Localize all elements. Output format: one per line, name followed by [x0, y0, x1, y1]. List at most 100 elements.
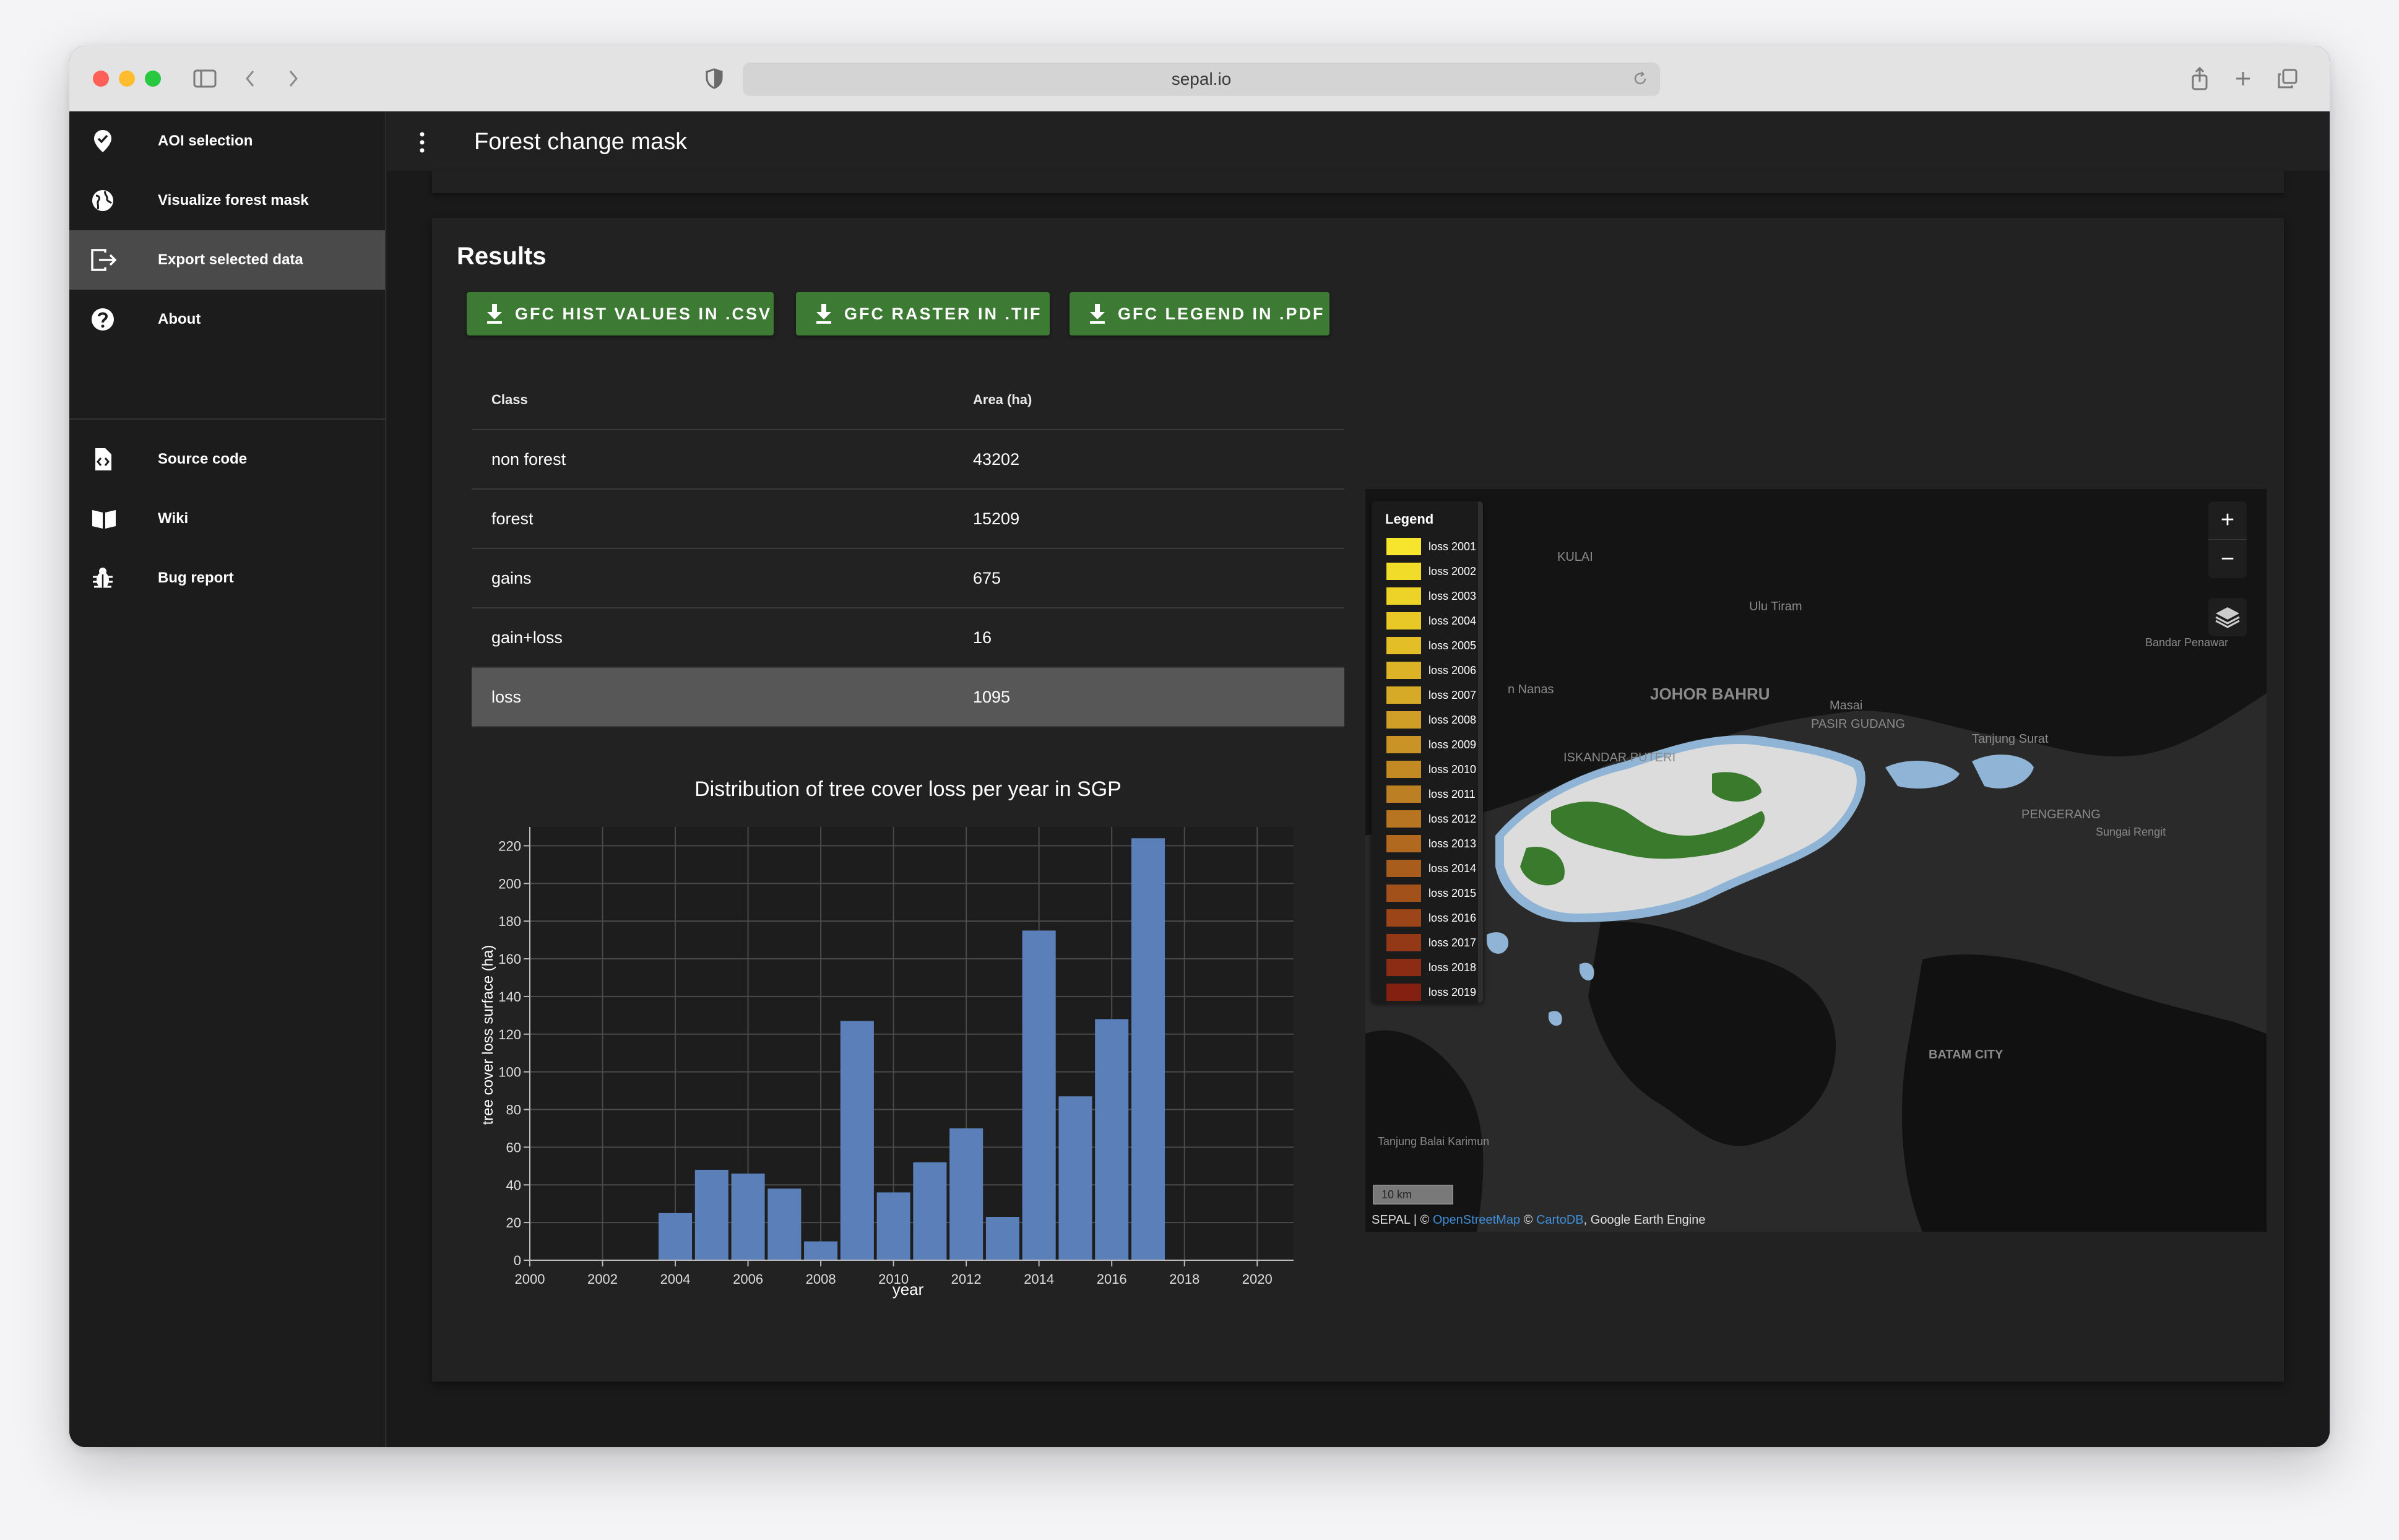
scale-bar: 10 km	[1373, 1185, 1453, 1205]
area-cell: 16	[954, 608, 1344, 668]
app-bar: Forest change mask	[387, 111, 2330, 171]
download-pdf-button[interactable]: GFC LEGEND IN .PDF	[1070, 292, 1329, 335]
close-window-button[interactable]	[93, 71, 109, 87]
y-tick-label: 0	[514, 1253, 521, 1268]
zoom-control: + −	[2208, 501, 2247, 578]
bar-2017	[1131, 838, 1165, 1260]
legend-swatch	[1386, 959, 1421, 976]
results-card: Results GFC HIST VALUES IN .CSV GFC RAST…	[432, 218, 2284, 1382]
sidebar-item-label: Export selected data	[158, 251, 303, 268]
southern-islet	[1579, 962, 1594, 980]
land-batam	[1901, 954, 2267, 1232]
bar-2007	[767, 1188, 802, 1260]
basemap[interactable]: KULAI Ulu Tiram JOHOR BAHRU Masai PASIR …	[1365, 489, 2267, 1232]
y-tick-label: 180	[498, 914, 521, 929]
layers-button[interactable]	[2208, 598, 2247, 636]
bar-2008	[804, 1241, 838, 1260]
table-row[interactable]: non forest 43202	[472, 430, 1344, 490]
legend-swatch	[1386, 686, 1421, 704]
x-tick-label: 2018	[1169, 1271, 1200, 1287]
legend-label: loss 2017	[1429, 936, 1477, 949]
x-tick-label: 2014	[1024, 1271, 1054, 1287]
chart-title: Distribution of tree cover loss per year…	[694, 777, 1122, 801]
y-tick-label: 80	[506, 1102, 521, 1118]
column-header-class[interactable]: Class	[472, 370, 954, 430]
back-icon[interactable]	[238, 62, 262, 95]
maximize-window-button[interactable]	[145, 71, 161, 87]
sidebar-item-label: AOI selection	[158, 132, 253, 149]
sidebar-item-export-selected-data[interactable]: Export selected data	[69, 230, 385, 290]
legend-label: loss 2003	[1429, 589, 1477, 602]
address-bar[interactable]: sepal.io	[743, 63, 1660, 96]
results-title: Results	[457, 243, 547, 270]
map-attribution: SEPAL | © OpenStreetMap © CartoDB, Googl…	[1372, 1213, 1705, 1227]
cartodb-link[interactable]: CartoDB	[1536, 1213, 1584, 1227]
legend-scrollbar[interactable]	[1478, 501, 1483, 1003]
download-tif-button[interactable]: GFC RASTER IN .TIF	[796, 292, 1050, 335]
sidebar-item-aoi-selection[interactable]: AOI selection	[69, 111, 385, 171]
place-label: JOHOR BAHRU	[1650, 685, 1770, 703]
forest-west	[1520, 847, 1565, 886]
zoom-in-button[interactable]: +	[2208, 501, 2247, 540]
sidebar-item-bug-report[interactable]: Bug report	[69, 548, 385, 608]
legend-item: loss 2007	[1386, 686, 1476, 704]
sidebar-item-label: About	[158, 311, 201, 327]
legend-swatch	[1386, 785, 1421, 803]
southern-islet	[1548, 1011, 1562, 1026]
sidebar-item-visualize-forest-mask[interactable]: Visualize forest mask	[69, 171, 385, 230]
legend-item: loss 2011	[1386, 785, 1476, 803]
sidebar-item-source-code[interactable]: Source code	[69, 430, 385, 489]
table-row[interactable]: gain+loss 16	[472, 608, 1344, 668]
place-label: KULAI	[1557, 550, 1593, 564]
x-tick-label: 2004	[660, 1271, 691, 1287]
legend-label: loss 2018	[1429, 961, 1477, 974]
legend-item: loss 2006	[1386, 661, 1476, 680]
download-icon	[816, 304, 831, 324]
map-marker-check-icon	[90, 129, 115, 154]
table-row-highlighted[interactable]: loss 1095	[472, 667, 1344, 727]
bar-2012	[949, 1128, 983, 1260]
help-circle-icon	[90, 307, 115, 332]
sidebar-item-wiki[interactable]: Wiki	[69, 489, 385, 548]
share-icon[interactable]	[2186, 62, 2213, 95]
legend-item: loss 2012	[1386, 810, 1476, 828]
legend-swatch	[1386, 563, 1421, 580]
download-csv-button[interactable]: GFC HIST VALUES IN .CSV	[467, 292, 774, 335]
page-title: Forest change mask	[474, 129, 688, 155]
forward-icon[interactable]	[281, 62, 306, 95]
legend-item: loss 2002	[1386, 562, 1476, 581]
table-row[interactable]: forest 15209	[472, 489, 1344, 549]
sidebar-toggle-icon[interactable]	[188, 62, 222, 95]
y-tick-label: 40	[506, 1177, 521, 1193]
zoom-out-button[interactable]: −	[2220, 545, 2235, 572]
area-cell: 675	[954, 548, 1344, 608]
bar-2005	[694, 1169, 728, 1260]
reload-icon[interactable]	[1632, 70, 1649, 92]
map-legend[interactable]: Legend loss 2001 loss 2002 loss 2003 loss 2…	[1372, 501, 1483, 1003]
sidebar-divider	[69, 418, 385, 420]
legend-item: loss 2009	[1386, 735, 1476, 754]
x-tick-label: 2020	[1242, 1271, 1273, 1287]
book-icon	[90, 506, 116, 531]
menu-dots-icon[interactable]	[418, 131, 426, 154]
column-header-area[interactable]: Area (ha)	[954, 370, 1344, 430]
legend-swatch	[1386, 612, 1421, 629]
browser-window: sepal.io AOI selection Visualize forest …	[69, 46, 2330, 1447]
map-view[interactable]: KULAI Ulu Tiram JOHOR BAHRU Masai PASIR …	[1365, 489, 2267, 1232]
legend-swatch	[1386, 860, 1421, 877]
browser-titlebar: sepal.io	[69, 46, 2330, 111]
legend-label: loss 2016	[1429, 911, 1477, 924]
y-tick-label: 120	[498, 1027, 521, 1042]
sidebar-item-about[interactable]: About	[69, 290, 385, 349]
openstreetmap-link[interactable]: OpenStreetMap	[1432, 1213, 1521, 1227]
file-code-icon	[90, 447, 115, 472]
privacy-shield-icon[interactable]	[701, 62, 728, 95]
y-tick-label: 220	[498, 838, 521, 854]
legend-title: Legend	[1385, 511, 1434, 527]
tab-overview-icon[interactable]	[2274, 62, 2301, 95]
new-tab-icon[interactable]	[2229, 62, 2257, 95]
legend-item: loss 2016	[1386, 909, 1476, 927]
x-tick-label: 2008	[806, 1271, 836, 1287]
table-row[interactable]: gains 675	[472, 548, 1344, 608]
minimize-window-button[interactable]	[119, 71, 135, 87]
